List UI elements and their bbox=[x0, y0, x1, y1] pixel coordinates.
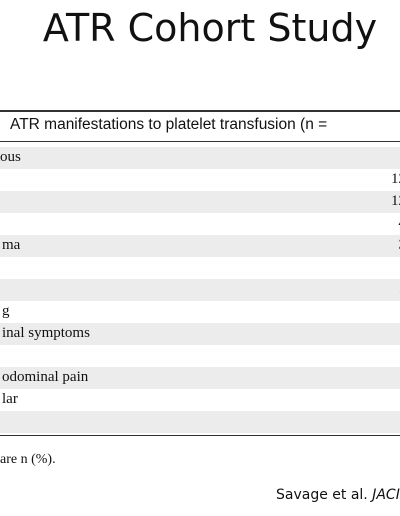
table-row: g bbox=[0, 301, 400, 323]
table-row: inal symptoms bbox=[0, 323, 400, 345]
row-label: odominal pain bbox=[2, 369, 89, 385]
citation-journal: JACI bbox=[372, 487, 400, 503]
table-row: 1 bbox=[0, 279, 400, 301]
row-label: lar bbox=[2, 391, 18, 407]
row-label: inal symptoms bbox=[2, 325, 90, 341]
table-row bbox=[0, 411, 400, 433]
table-bottom-rule bbox=[0, 435, 400, 436]
table-row bbox=[0, 345, 400, 367]
row-value: 4 bbox=[399, 215, 400, 232]
table-row: 12 bbox=[0, 169, 400, 191]
slide-title: ATR Cohort Study bbox=[42, 6, 378, 50]
table-row: 4 bbox=[0, 213, 400, 235]
row-value: 12 bbox=[391, 193, 400, 209]
citation: Savage et al. JACI bbox=[276, 487, 400, 503]
table-row: ous bbox=[0, 147, 400, 169]
table-row: odominal pain bbox=[0, 367, 400, 389]
table-header-rule bbox=[0, 141, 400, 142]
table-row: lar bbox=[0, 389, 400, 411]
table-row bbox=[0, 257, 400, 279]
row-label: ma bbox=[2, 237, 21, 253]
table-top-rule bbox=[0, 110, 400, 112]
table-row: 12 bbox=[0, 191, 400, 213]
row-value: 3 bbox=[399, 237, 400, 254]
row-label: ous bbox=[0, 149, 21, 165]
row-value: 12 bbox=[391, 171, 400, 187]
table-row: ma 3 bbox=[0, 235, 400, 257]
row-label: g bbox=[2, 303, 10, 319]
table-caption: ATR manifestations to platelet transfusi… bbox=[10, 116, 328, 133]
citation-authors: Savage et al. bbox=[276, 487, 368, 503]
table-footnote: are n (%). bbox=[0, 452, 56, 467]
row-value: 1 bbox=[399, 281, 400, 298]
